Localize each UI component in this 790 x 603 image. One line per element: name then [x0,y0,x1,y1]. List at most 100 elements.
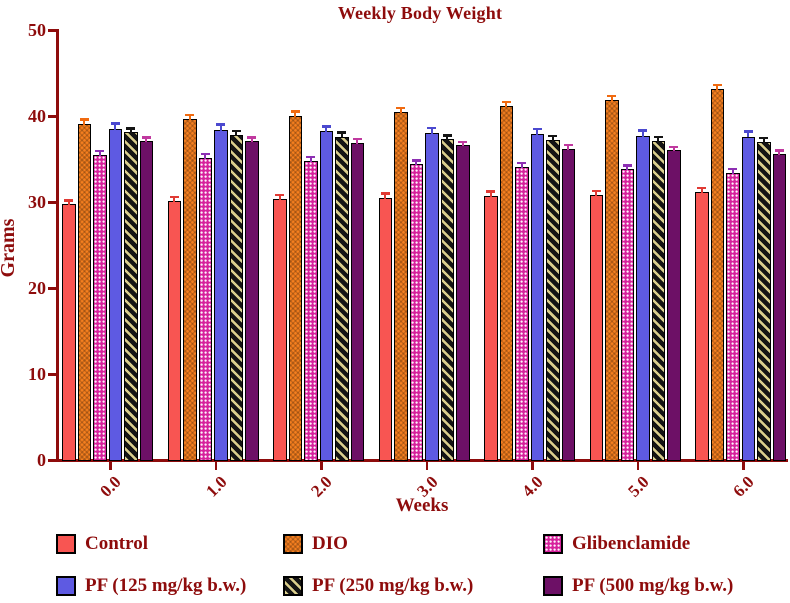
error-bar-stem [567,145,570,150]
error-bar-stem [98,151,101,156]
x-tick [636,462,639,470]
error-bar-stem [657,137,660,142]
error-bar-cap [501,100,511,104]
error-bar-cap [275,193,285,197]
error-bar-stem [626,166,629,171]
chart-title: Weekly Body Weight [337,3,503,23]
bar-glibenclamide-week-4.0 [515,166,529,461]
y-tick [48,201,56,204]
error-bar-stem [309,157,312,162]
x-tick-label: 6.0 [729,472,758,501]
bar-dio-week-5.0 [605,100,619,461]
error-bar-stem [399,108,402,114]
error-bar-cap [458,140,468,144]
bar-glibenclamide-week-6.0 [726,172,740,461]
legend-swatch-glibenclamide [543,534,563,554]
error-bar-stem [114,124,117,130]
legend-label: Glibenclamide [572,533,691,554]
legend-label: PF (125 mg/kg b.w.) [85,575,247,596]
error-bar-stem [294,112,297,117]
bar-dio-week-6.0 [710,89,724,461]
bar-dio-week-4.0 [499,106,513,461]
y-tick-label: 50 [28,20,46,40]
legend-label: PF (500 mg/kg b.w.) [572,575,734,596]
legend-label: PF (250 mg/kg b.w.) [312,575,474,596]
error-bar-stem [672,147,675,152]
error-bar-stem [325,127,328,133]
bar-dio-week-2.0 [288,115,302,461]
error-bar-stem [250,138,253,142]
bar-pf-250-mg-kg-b-w-week-5.0 [651,140,665,461]
x-tick [742,462,745,470]
error-bar-cap [774,149,784,152]
error-bar-cap [290,110,300,113]
y-tick-label: 40 [28,106,46,126]
bar-control-week-4.0 [484,195,498,461]
legend-swatch-dio [283,534,303,554]
y-tick [48,459,56,462]
error-bar-cap [306,155,316,159]
error-bar-cap [712,83,722,87]
error-bar-stem [595,191,598,196]
error-bar-cap [486,190,496,193]
error-bar-stem [700,188,703,194]
bar-control-week-0.0 [62,204,76,461]
error-bar-cap [185,113,195,117]
error-bar-stem [415,161,418,165]
error-bar-stem [356,139,359,144]
error-bar-stem [204,154,207,159]
bar-dio-week-3.0 [394,112,408,461]
error-bar-stem [173,197,176,202]
legend-item-pf-125-mg-kg-b-w: PF (125 mg/kg b.w.) [56,576,246,596]
bar-pf-250-mg-kg-b-w-week-0.0 [124,132,138,461]
error-bar-cap [697,186,707,190]
error-bar-stem [762,138,765,143]
y-axis-line [56,29,59,462]
error-bar-cap [669,145,679,149]
error-bar-cap [638,129,648,132]
error-bar-cap [728,167,738,171]
error-bar-stem [610,96,613,102]
bar-pf-250-mg-kg-b-w-week-4.0 [546,139,560,461]
bar-pf-500-mg-kg-b-w-week-1.0 [245,140,259,461]
error-bar-cap [532,127,542,131]
error-bar-stem [83,120,86,125]
bar-pf-500-mg-kg-b-w-week-0.0 [139,140,153,461]
legend-swatch-pf-250-mg-kg-b-w [283,576,303,596]
error-bar-stem [505,102,508,108]
error-bar-stem [536,129,539,135]
error-bar-cap [591,189,601,193]
bar-control-week-2.0 [273,199,287,461]
bar-pf-125-mg-kg-b-w-week-1.0 [214,129,228,461]
error-bar-cap [64,199,74,202]
y-tick [48,373,56,376]
error-bar-cap [79,118,89,121]
x-tick [320,462,323,470]
bar-glibenclamide-week-3.0 [409,164,423,461]
legend-swatch-pf-500-mg-kg-b-w [543,576,563,596]
error-bar-cap [231,129,241,133]
y-tick-label: 20 [28,278,46,298]
error-bar-cap [337,131,347,134]
legend-swatch-pf-125-mg-kg-b-w [56,576,76,596]
legend-label: Control [85,533,148,554]
bar-pf-500-mg-kg-b-w-week-6.0 [772,153,786,461]
error-bar-cap [563,143,573,147]
bar-glibenclamide-week-1.0 [198,158,212,461]
error-bar-cap [427,126,437,130]
error-bar-stem [384,194,387,199]
bar-dio-week-1.0 [183,119,197,461]
error-bar-stem [520,163,523,168]
error-bar-stem [716,85,719,91]
legend-item-glibenclamide: Glibenclamide [543,534,690,554]
error-bar-cap [548,134,558,138]
bar-pf-125-mg-kg-b-w-week-6.0 [741,136,755,461]
error-bar-stem [446,136,449,141]
y-tick-label: 0 [37,450,46,470]
y-tick-label: 10 [28,364,46,384]
legend-item-pf-250-mg-kg-b-w: PF (250 mg/kg b.w.) [283,576,473,596]
bar-control-week-1.0 [167,201,181,461]
error-bar-stem [430,128,433,135]
bar-glibenclamide-week-2.0 [304,160,318,461]
error-bar-stem [747,132,750,138]
